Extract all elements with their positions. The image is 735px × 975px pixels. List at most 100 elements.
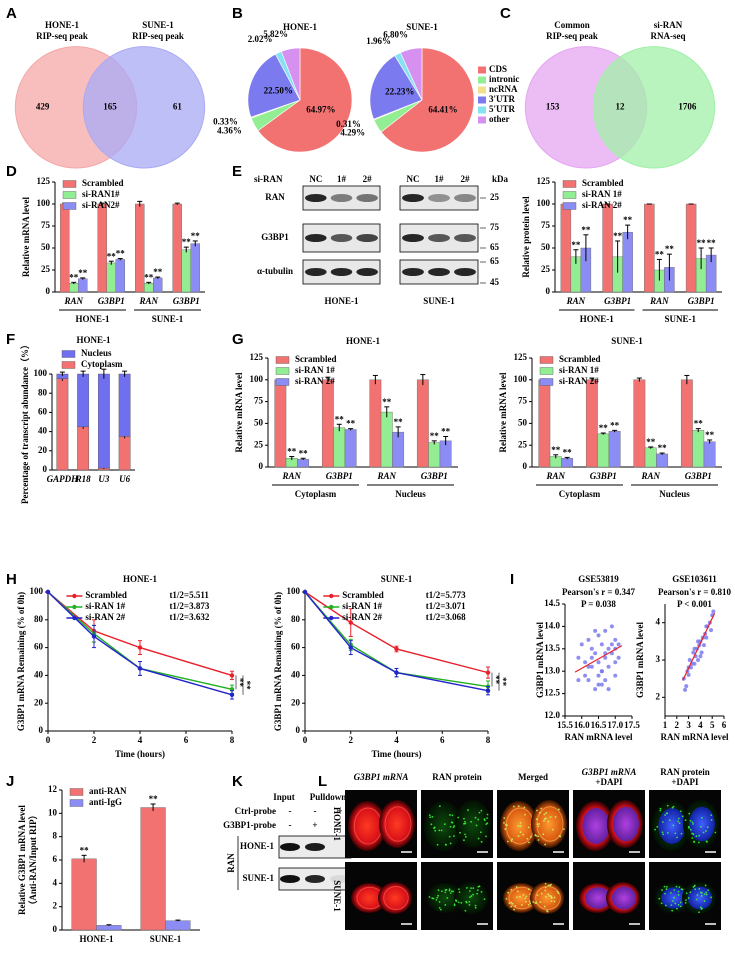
speckle	[554, 815, 557, 818]
x-tick-label: 16.0	[574, 720, 590, 730]
cell	[455, 800, 491, 848]
speckle	[679, 810, 682, 813]
legend-swatch	[478, 96, 486, 104]
x-tick-label: 4	[698, 720, 703, 730]
speckle	[692, 833, 695, 836]
legend-swatch	[62, 191, 77, 199]
speckle	[550, 883, 552, 886]
bar	[97, 203, 107, 293]
legend-label: si-RAN 1#	[85, 601, 125, 611]
significance: **	[613, 231, 623, 241]
pie-slice	[247, 53, 301, 118]
speckle	[544, 889, 547, 892]
speckle	[665, 888, 668, 890]
speckle	[463, 817, 465, 820]
bar	[685, 203, 697, 293]
speckle	[474, 816, 477, 819]
speckle	[449, 814, 451, 816]
speckle	[483, 898, 486, 901]
speckle	[679, 905, 682, 908]
bar	[644, 447, 657, 468]
x-axis-label: Time (hours)	[115, 749, 165, 759]
blot-band	[356, 234, 378, 242]
marker-label: 75	[490, 222, 500, 232]
speckle	[514, 904, 517, 907]
speckle	[432, 897, 435, 900]
x-tick-label: 5	[710, 720, 715, 730]
y-axis-label: Relative protein level	[521, 196, 531, 278]
legend-label: si-RAN 1#	[559, 365, 599, 375]
speckle	[659, 809, 662, 812]
speckle	[478, 885, 481, 888]
speckle	[515, 886, 518, 888]
point	[711, 609, 716, 614]
chart-title: HONE-1	[76, 335, 111, 345]
y-axis-label: Relative G3BP1 mRNA level	[17, 805, 27, 915]
chart-title: GSE103611	[672, 574, 717, 584]
y-tick-label: 0	[296, 725, 301, 735]
blot-band	[402, 234, 424, 242]
x-tick-label: 17.5	[624, 720, 640, 730]
blot-band	[305, 875, 325, 883]
point	[696, 639, 701, 644]
significance: **	[655, 250, 665, 260]
bar	[703, 441, 716, 468]
speckle	[666, 831, 669, 834]
point	[229, 673, 235, 678]
speckle	[710, 814, 713, 817]
y-tick-label: 12.5	[544, 688, 560, 698]
y-tick-label: 40	[291, 669, 301, 679]
speckle	[664, 904, 667, 907]
chart-title: GSE53819	[578, 574, 619, 584]
speckle	[448, 889, 451, 892]
x-tick-label: 0	[303, 735, 308, 745]
legend-label: Scrambled	[582, 178, 624, 188]
legend-swatch	[562, 180, 577, 188]
legend-label: si-RAN 2#	[85, 612, 125, 622]
speckle	[524, 900, 527, 903]
significance: **	[346, 419, 356, 429]
speckle	[664, 892, 666, 895]
y-tick-label: 75	[518, 396, 528, 406]
x-axis-label: Time (hours)	[371, 749, 421, 759]
y-tick-label: 60	[34, 642, 44, 652]
x-tick-label: SUNE-1	[150, 934, 182, 944]
point	[691, 650, 696, 655]
speckle	[507, 891, 510, 894]
speckle	[474, 907, 477, 909]
point	[229, 692, 235, 698]
bar	[561, 458, 574, 468]
bar-segment	[77, 373, 90, 427]
lane-label: 1#	[435, 174, 445, 184]
x-tick-label: G3BP1	[604, 296, 631, 306]
pie-slice	[369, 55, 423, 120]
y-tick-label: 125	[250, 352, 264, 362]
probe-sign: -	[339, 820, 342, 830]
speckle	[550, 896, 553, 899]
speckle	[562, 828, 565, 830]
legend-swatch	[329, 615, 334, 621]
y-tick-label: 14.5	[544, 598, 560, 608]
speckle	[520, 904, 523, 906]
speckle	[476, 889, 479, 892]
x-tick-label: 3	[686, 720, 691, 730]
significance: **	[80, 845, 90, 855]
point	[583, 660, 588, 665]
speckle	[705, 840, 708, 843]
point	[692, 646, 697, 651]
speckle	[468, 900, 471, 903]
speckle	[695, 835, 698, 838]
speckle	[674, 832, 677, 835]
speckle	[536, 823, 539, 826]
bar	[633, 379, 646, 468]
group-label: HONE-1	[75, 314, 110, 324]
venn-count: 153	[546, 101, 560, 111]
x-tick-label: 2	[92, 735, 97, 745]
nucleus	[658, 808, 686, 844]
y-tick-label: 14.0	[544, 620, 560, 630]
pie-value-label: 5.82%	[263, 29, 288, 39]
y-axis-label: G3BP1 mRNA level	[535, 622, 545, 698]
speckle	[474, 904, 477, 907]
speckle	[691, 821, 694, 824]
speckle	[526, 837, 529, 840]
